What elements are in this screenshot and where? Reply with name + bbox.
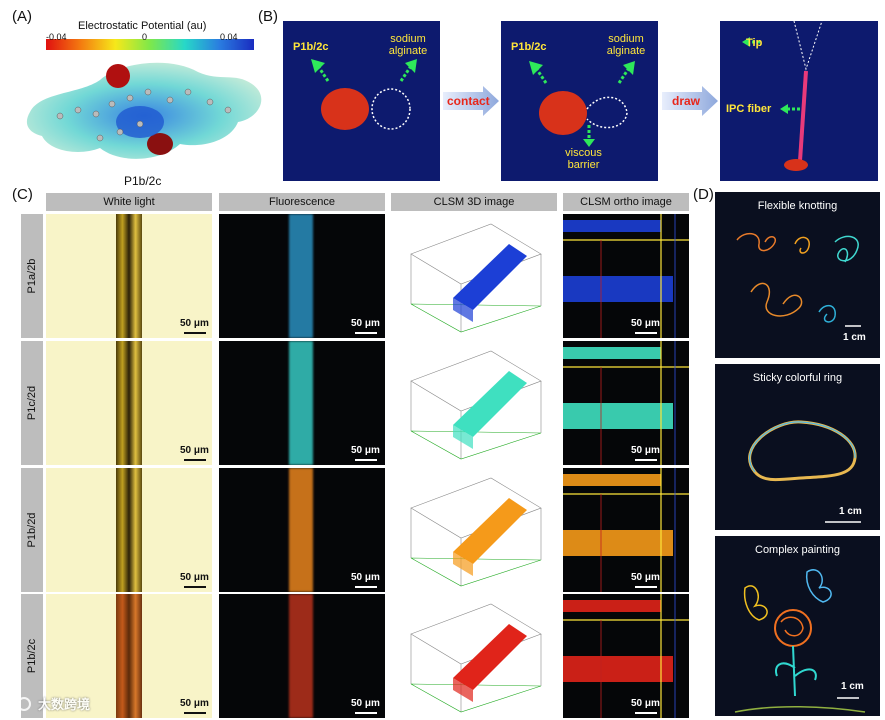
scale-bar-line (355, 459, 377, 461)
row-label: P1a/2b (26, 258, 38, 294)
scale-bar-line (635, 712, 657, 714)
colorbar-title: Electrostatic Potential (au) (78, 20, 207, 32)
scale-bar-line (184, 712, 206, 714)
arrow-contact-label: contact (447, 94, 490, 108)
row-label: P1b/2c (26, 638, 38, 674)
panel-label-d: (D) (693, 186, 714, 203)
panel-label-a: (A) (12, 8, 32, 25)
clsm-ortho-image (563, 341, 689, 465)
row-header: P1c/2d (21, 341, 43, 465)
fluorescence-image (219, 341, 385, 465)
label-viscous-barrier: viscous barrier (565, 147, 602, 171)
panel-label-b: (B) (258, 8, 278, 25)
row-label: P1c/2d (26, 385, 38, 421)
arrow-contact: contact (443, 86, 499, 116)
scale-bar-50um: 50 μm (631, 698, 660, 709)
molecule-esp-surface (26, 62, 262, 159)
watermark-logo-icon (6, 696, 31, 711)
fluorescence-image (219, 594, 385, 718)
photo-after-contact: P1b/2c sodium alginate viscous barrier (501, 21, 658, 181)
scale-bar-50um: 50 μm (180, 445, 209, 456)
scale-1cm-ring: 1 cm (839, 506, 862, 517)
label-ipc-fiber: IPC fiber (726, 103, 772, 115)
white-light-image (46, 214, 212, 338)
scale-bar-50um: 50 μm (631, 318, 660, 329)
fluorescence-image (219, 214, 385, 338)
clsm-ortho-image (563, 214, 689, 338)
watermark-text: 大数跨境 (38, 697, 91, 712)
arrow-draw: draw (662, 86, 718, 116)
scale-bar-line (184, 586, 206, 588)
watermark: 大数跨境 (6, 694, 90, 713)
arrow-draw-label: draw (672, 94, 701, 108)
row-header: P1b/2c (21, 594, 43, 718)
scale-bar-line (184, 459, 206, 461)
title-complex-painting: Complex painting (755, 544, 840, 556)
scale-bar-line (355, 712, 377, 714)
col-header-clsm-ortho: CLSM ortho image (563, 193, 689, 211)
fluorescence-image (219, 468, 385, 592)
white-light-image (46, 468, 212, 592)
col-header-clsm-3d: CLSM 3D image (391, 193, 557, 211)
scale-bar-line (635, 332, 657, 334)
scale-bar-50um: 50 μm (351, 445, 380, 456)
photo-before-contact: P1b/2c sodium alginate (283, 21, 440, 181)
scale-bar-50um: 50 μm (631, 572, 660, 583)
label-sodium-alginate-2: sodium alginate (606, 33, 646, 57)
photo-flexible-knotting: Flexible knotting 1 cm (715, 192, 880, 358)
clsm-3d-image (391, 594, 557, 718)
colorbar-min: -0.04 (46, 32, 67, 42)
scale-bar-line (635, 459, 657, 461)
scale-bar-50um: 50 μm (631, 445, 660, 456)
clsm-3d-image (391, 341, 557, 465)
photo-complex-painting: Complex painting 1 cm (715, 536, 880, 716)
scale-bar-50um: 50 μm (351, 572, 380, 583)
clsm-ortho-image (563, 468, 689, 592)
molecule-label: P1b/2c (124, 174, 162, 188)
white-light-image (46, 341, 212, 465)
scale-bar-50um: 50 μm (180, 572, 209, 583)
title-sticky-ring: Sticky colorful ring (752, 372, 843, 384)
row-header: P1b/2d (21, 468, 43, 592)
scale-1cm-painting: 1 cm (841, 681, 864, 692)
scale-bar-50um: 50 μm (351, 698, 380, 709)
scale-bar-line (355, 586, 377, 588)
photo-sticky-ring: Sticky colorful ring 1 cm (715, 364, 880, 530)
label-sodium-alginate: sodium alginate (388, 33, 428, 57)
photo-fiber-drawing: Tip IPC fiber (720, 20, 878, 181)
label-p1b2c: P1b/2c (293, 41, 329, 53)
scale-1cm-knotting: 1 cm (843, 332, 866, 343)
colorbar-max: 0.04 (220, 32, 238, 42)
clsm-3d-image (391, 214, 557, 338)
white-light-image (46, 594, 212, 718)
panel-label-c: (C) (12, 186, 33, 203)
colorbar (46, 39, 254, 50)
row-header: P1a/2b (21, 214, 43, 338)
scale-bar-50um: 50 μm (180, 698, 209, 709)
col-header-white-light: White light (46, 193, 212, 211)
colorbar-mid: 0 (142, 32, 148, 42)
label-tip: Tip (746, 37, 763, 49)
scale-bar-line (355, 332, 377, 334)
scale-bar-line (635, 586, 657, 588)
title-flexible-knotting: Flexible knotting (757, 200, 838, 212)
scale-bar-50um: 50 μm (180, 318, 209, 329)
label-p1b2c-2: P1b/2c (511, 41, 547, 53)
row-label: P1b/2d (26, 512, 38, 548)
scale-bar-50um: 50 μm (351, 318, 380, 329)
scale-bar-line (184, 332, 206, 334)
col-header-fluorescence: Fluorescence (219, 193, 385, 211)
clsm-ortho-image (563, 594, 689, 718)
clsm-3d-image (391, 468, 557, 592)
